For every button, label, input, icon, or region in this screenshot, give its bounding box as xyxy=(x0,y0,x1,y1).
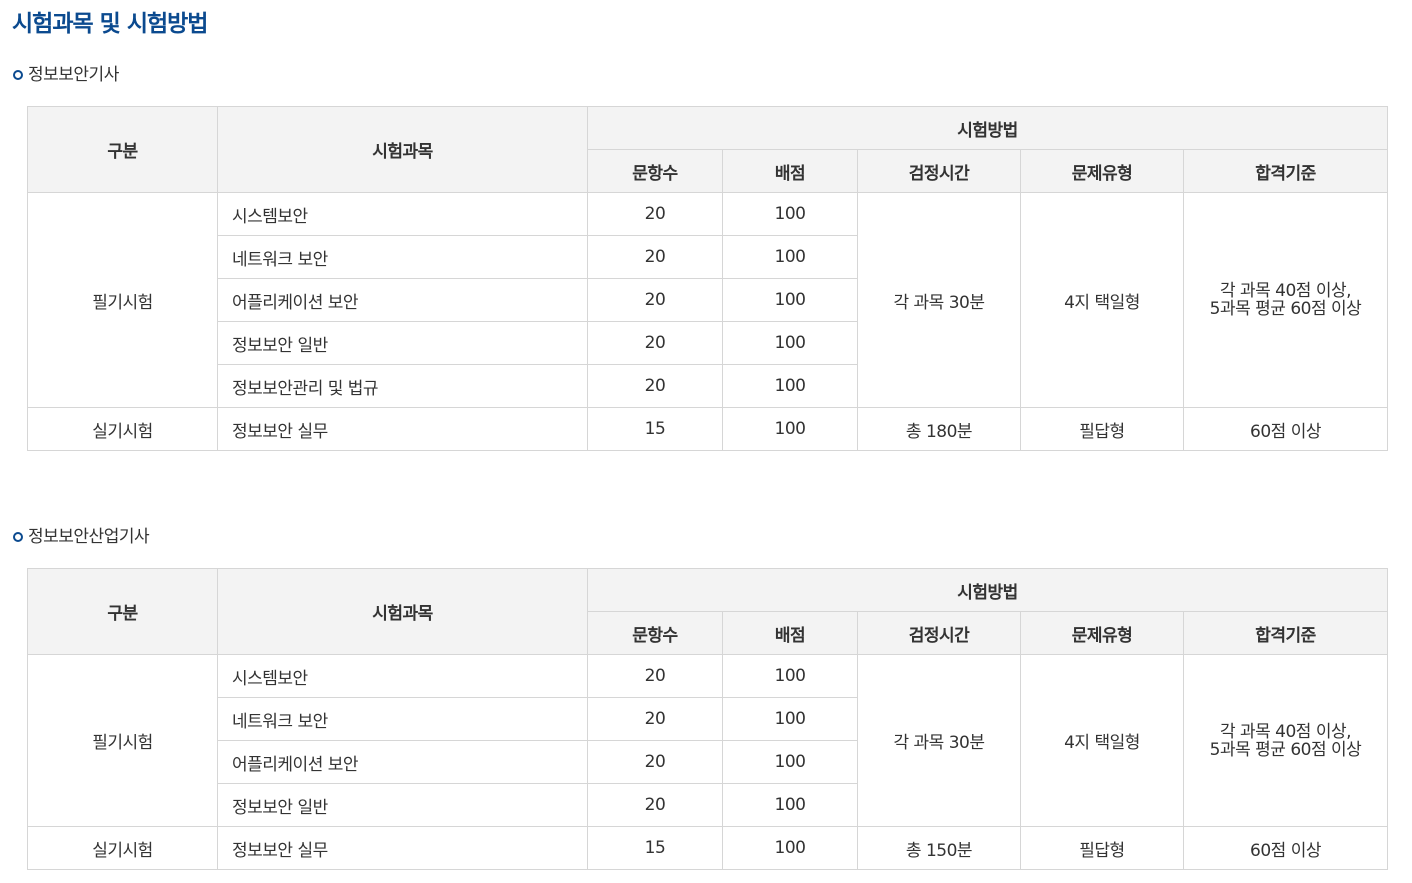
question-type-cell: 4지 택일형 xyxy=(1020,654,1184,827)
header-question-type: 문제유형 xyxy=(1020,611,1184,655)
question-count-cell: 20 xyxy=(587,235,723,279)
practical-exam-label: 실기시험 xyxy=(27,826,218,870)
table-row: 네트워크 보안 20 100 xyxy=(28,697,1388,741)
pass-criteria-cell: 각 과목 40점 이상, 5과목 평균 60점 이상 xyxy=(1183,192,1388,408)
subject-cell: 어플리케이션 보안 xyxy=(217,740,588,784)
subject-cell: 정보보안관리 및 법규 xyxy=(217,364,588,408)
score-cell: 100 xyxy=(722,235,858,279)
score-cell: 100 xyxy=(722,826,858,870)
score-cell: 100 xyxy=(722,321,858,365)
duration-cell: 각 과목 30분 xyxy=(857,654,1021,827)
subject-cell: 시스템보안 xyxy=(217,192,588,236)
exam-table-industrial-engineer: 구분 시험과목 시험방법 문항수 배점 검정시간 문제유형 합격기준 필기시험 … xyxy=(27,568,1388,870)
question-count-cell: 20 xyxy=(587,278,723,322)
header-subjects: 시험과목 xyxy=(217,106,588,193)
subheader-row: 문항수 배점 검정시간 문제유형 합격기준 xyxy=(28,611,1388,655)
question-type-cell: 필답형 xyxy=(1020,407,1184,451)
table-row: 정보보안 일반 20 100 xyxy=(28,321,1388,365)
question-count-cell: 15 xyxy=(587,826,723,870)
exam-table-engineer: 구분 시험과목 시험방법 문항수 배점 검정시간 문제유형 합격기준 필기시험 … xyxy=(27,106,1388,451)
question-type-cell: 필답형 xyxy=(1020,826,1184,870)
subject-cell: 어플리케이션 보안 xyxy=(217,278,588,322)
table-row: 필기시험 시스템보안 20 100 각 과목 30분 4지 택일형 각 과목 4… xyxy=(27,192,1388,408)
duration-cell: 총 180분 xyxy=(857,407,1021,451)
score-cell: 100 xyxy=(722,407,858,451)
practical-exam-label: 실기시험 xyxy=(27,407,218,451)
header-category: 구분 xyxy=(27,106,218,193)
header-method: 시험방법 xyxy=(587,106,1388,150)
question-count-cell: 15 xyxy=(587,407,723,451)
header-subjects: 시험과목 xyxy=(217,568,588,655)
question-count-cell: 20 xyxy=(587,321,723,365)
subheader-row: 문항수 배점 검정시간 문제유형 합격기준 xyxy=(28,149,1388,193)
header-category: 구분 xyxy=(27,568,218,655)
subject-cell: 정보보안 일반 xyxy=(217,321,588,365)
duration-cell: 각 과목 30분 xyxy=(857,192,1021,408)
score-cell: 100 xyxy=(722,783,858,827)
table-row: 필기시험 시스템보안 20 100 각 과목 30분 4지 택일형 각 과목 4… xyxy=(27,654,1388,827)
score-cell: 100 xyxy=(722,278,858,322)
header-duration: 검정시간 xyxy=(857,149,1021,193)
header-pass-criteria: 합격기준 xyxy=(1183,611,1388,655)
question-count-cell: 20 xyxy=(587,192,723,236)
table-row: 정보보안관리 및 법규 20 100 xyxy=(28,364,1388,408)
section-title-engineer: 정보보안기사 xyxy=(13,63,119,87)
header-duration: 검정시간 xyxy=(857,611,1021,655)
section-title-industrial-engineer: 정보보안산업기사 xyxy=(13,525,150,549)
header-question-count: 문항수 xyxy=(587,611,723,655)
header-score: 배점 xyxy=(722,149,858,193)
written-exam-label: 필기시험 xyxy=(27,192,218,408)
subject-cell: 정보보안 실무 xyxy=(217,407,588,451)
criteria-line: 각 과목 40점 이상, xyxy=(1219,281,1352,301)
header-question-count: 문항수 xyxy=(587,149,723,193)
header-score: 배점 xyxy=(722,611,858,655)
score-cell: 100 xyxy=(722,740,858,784)
written-exam-label: 필기시험 xyxy=(27,654,218,827)
score-cell: 100 xyxy=(722,697,858,741)
pass-criteria-cell: 60점 이상 xyxy=(1183,407,1388,451)
header-row: 구분 시험과목 시험방법 xyxy=(27,568,1388,655)
subject-cell: 정보보안 실무 xyxy=(217,826,588,870)
criteria-line: 각 과목 40점 이상, xyxy=(1219,721,1352,742)
bullet-icon xyxy=(13,532,23,542)
score-cell: 100 xyxy=(722,192,858,236)
header-question-type: 문제유형 xyxy=(1020,149,1184,193)
section-title-text: 정보보안기사 xyxy=(28,65,119,85)
subject-cell: 시스템보안 xyxy=(217,654,588,698)
table-row: 실기시험 정보보안 실무 15 100 총 180분 필답형 60점 이상 xyxy=(27,407,1388,451)
section-title-text: 정보보안산업기사 xyxy=(28,527,150,547)
subject-cell: 네트워크 보안 xyxy=(217,697,588,741)
table-row: 실기시험 정보보안 실무 15 100 총 150분 필답형 60점 이상 xyxy=(27,826,1388,870)
question-count-cell: 20 xyxy=(587,654,723,698)
question-count-cell: 20 xyxy=(587,697,723,741)
score-cell: 100 xyxy=(722,364,858,408)
header-pass-criteria: 합격기준 xyxy=(1183,149,1388,193)
header-method: 시험방법 xyxy=(587,568,1388,612)
score-cell: 100 xyxy=(722,654,858,698)
question-count-cell: 20 xyxy=(587,364,723,408)
bullet-icon xyxy=(13,70,23,80)
question-type-cell: 4지 택일형 xyxy=(1020,192,1184,408)
table-row: 어플리케이션 보안 20 100 xyxy=(28,278,1388,322)
table-row: 네트워크 보안 20 100 xyxy=(28,235,1388,279)
pass-criteria-cell: 각 과목 40점 이상, 5과목 평균 60점 이상 xyxy=(1183,654,1388,827)
subject-cell: 정보보안 일반 xyxy=(217,783,588,827)
table-row: 어플리케이션 보안 20 100 xyxy=(28,740,1388,784)
subject-cell: 네트워크 보안 xyxy=(217,235,588,279)
criteria-line: 5과목 평균 60점 이상 xyxy=(1209,739,1362,760)
question-count-cell: 20 xyxy=(587,740,723,784)
duration-cell: 총 150분 xyxy=(857,826,1021,870)
header-row: 구분 시험과목 시험방법 xyxy=(27,106,1388,193)
question-count-cell: 20 xyxy=(587,783,723,827)
criteria-line: 5과목 평균 60점 이상 xyxy=(1209,299,1362,319)
pass-criteria-cell: 60점 이상 xyxy=(1183,826,1388,870)
page-title: 시험과목 및 시험방법 xyxy=(12,11,208,37)
